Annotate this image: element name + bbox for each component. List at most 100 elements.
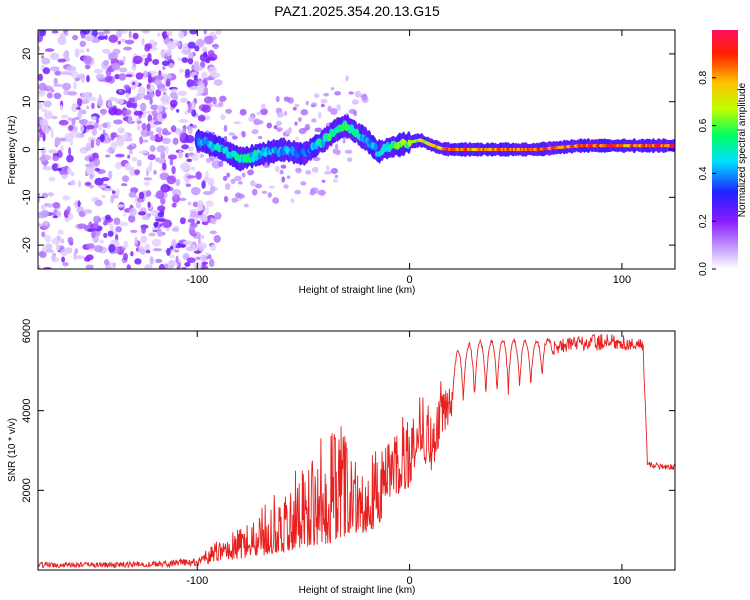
spectrogram-noise-cell	[123, 213, 127, 217]
spectrogram-noise-cell	[117, 40, 121, 45]
spectrogram-noise-cell	[107, 230, 114, 237]
spectrogram-noise-cell	[114, 73, 121, 80]
spectrogram-noise-cell	[186, 175, 196, 179]
spectrogram-noise-cell	[241, 172, 246, 178]
spectrogram-noise-cell	[105, 214, 111, 221]
spectrogram-noise-cell	[213, 235, 221, 243]
spectrogram-noise-cell	[76, 97, 83, 107]
spectrogram-noise-cell	[169, 158, 174, 166]
spectrogram-noise-cell	[125, 92, 130, 99]
spectrogram-noise-cell	[38, 223, 43, 228]
spectrogram-ridge-core	[672, 144, 675, 148]
spectrogram-noise-cell	[155, 126, 163, 133]
spectrogram-noise-cell	[345, 75, 349, 82]
spectrogram-noise-cell	[57, 36, 67, 46]
spectrogram-noise-cell	[123, 109, 132, 116]
spectrogram-noise-cell	[59, 104, 63, 111]
spectrogram-noise-cell	[141, 37, 145, 46]
spectrogram-noise-cell	[80, 98, 90, 105]
spectrogram-noise-cell	[118, 67, 128, 73]
spectrogram-noise-cell	[201, 221, 209, 226]
spectrogram-noise-cell	[74, 77, 79, 82]
spectrogram-noise-cell	[50, 89, 55, 93]
spectrogram-noise-cell	[154, 79, 162, 86]
spectrogram-noise-cell	[86, 48, 90, 53]
spectrogram-noise-cell	[268, 185, 275, 189]
spectrogram-noise-cell	[188, 125, 193, 135]
spectrogram-noise-cell	[230, 178, 236, 184]
spectrogram-noise-cell	[141, 139, 149, 143]
spectrogram-noise-cell	[52, 155, 59, 162]
spectrogram-noise-cell	[312, 157, 321, 162]
spectrogram-noise-cell	[166, 247, 171, 256]
spectrogram-noise-cell	[58, 119, 69, 126]
spectrogram-noise-cell	[186, 158, 193, 163]
spectrogram-noise-cell	[39, 250, 47, 259]
spectrogram-noise-cell	[141, 122, 147, 131]
spectrogram-noise-cell	[165, 226, 170, 232]
spectrogram-noise-cell	[201, 46, 208, 53]
spectrogram-noise-cell	[78, 180, 82, 189]
spectrogram-noise-cell	[80, 92, 88, 99]
spectrogram-noise-cell	[261, 190, 268, 195]
spectrogram-noise-cell	[138, 150, 149, 155]
spectrogram-noise-cell	[225, 108, 232, 114]
spectrogram-ridge-core	[244, 157, 249, 163]
spectrogram-noise-cell	[162, 30, 167, 40]
spectrogram-noise-cell	[208, 258, 215, 268]
spectrogram-noise-cell	[141, 225, 147, 234]
spectrogram-noise-cell	[283, 110, 288, 116]
spectrogram-noise-cell	[84, 181, 92, 187]
spectrogram-noise-cell	[115, 138, 125, 147]
spectrogram-noise-cell	[197, 200, 204, 209]
snr-xtick-label: 0	[407, 575, 413, 587]
colorbar-tick-label: 0.2	[698, 214, 709, 228]
spectrogram-noise-cell	[300, 109, 309, 116]
spectrogram-noise-cell	[93, 68, 104, 74]
spectrogram-noise-cell	[124, 162, 132, 171]
spectrogram-ytick-label: -10	[21, 189, 33, 205]
spectrogram-noise-cell	[292, 106, 297, 111]
spectrogram-noise-cell	[134, 195, 139, 204]
spectrogram-noise-cell	[165, 78, 171, 87]
spectrogram-noise-cell	[201, 234, 205, 240]
spectrogram-noise-cell	[130, 251, 134, 257]
spectrogram-noise-cell	[187, 218, 195, 223]
spectrogram-noise-cell	[327, 105, 332, 112]
spectrogram-noise-cell	[286, 175, 291, 179]
spectrogram-noise-cell	[222, 175, 228, 181]
figure-title: PAZ1.2025.354.20.13.G15	[274, 3, 440, 19]
spectrogram-noise-cell	[108, 243, 116, 253]
spectrogram-noise-cell	[41, 231, 46, 238]
spectrogram-noise-cell	[87, 137, 96, 142]
spectrogram-noise-cell	[68, 146, 72, 156]
spectrogram-noise-cell	[206, 56, 216, 61]
spectrogram-noise-cell	[75, 255, 84, 260]
snr-ytick-label: 2000	[21, 478, 33, 502]
spectrogram-noise-cell	[318, 189, 326, 196]
spectrogram-noise-cell	[253, 118, 261, 126]
spectrogram-noise-cell	[181, 57, 189, 63]
spectrogram-noise-cell	[98, 94, 102, 102]
spectrogram-noise-cell	[124, 39, 135, 45]
spectrogram-noise-cell	[267, 192, 273, 198]
spectrogram-noise-cell	[97, 31, 105, 36]
spectrogram-noise-cell	[200, 254, 207, 262]
spectrogram-noise-cell	[132, 81, 136, 86]
spectrogram-noise-cell	[160, 48, 166, 58]
spectrogram-noise-cell	[213, 79, 223, 86]
spectrogram-noise-cell	[92, 222, 99, 229]
spectrogram-noise-cell	[162, 127, 169, 135]
spectrogram-noise-cell	[136, 159, 142, 167]
spectrogram-noise-cell	[156, 228, 163, 238]
spectrogram-noise-cell	[203, 30, 208, 35]
spectrogram-noise-cell	[127, 154, 131, 159]
spectrogram-noise-cell	[332, 148, 337, 155]
spectrogram-noise-cell	[60, 145, 64, 152]
colorbar-tick-label: 0.4	[698, 166, 709, 180]
spectrogram-noise-cell	[151, 43, 158, 47]
spectrogram-noise-cell	[180, 97, 188, 104]
spectrogram-noise-cell	[237, 193, 245, 199]
spectrogram-noise-cell	[166, 40, 177, 50]
spectrogram-noise-cell	[103, 259, 110, 266]
